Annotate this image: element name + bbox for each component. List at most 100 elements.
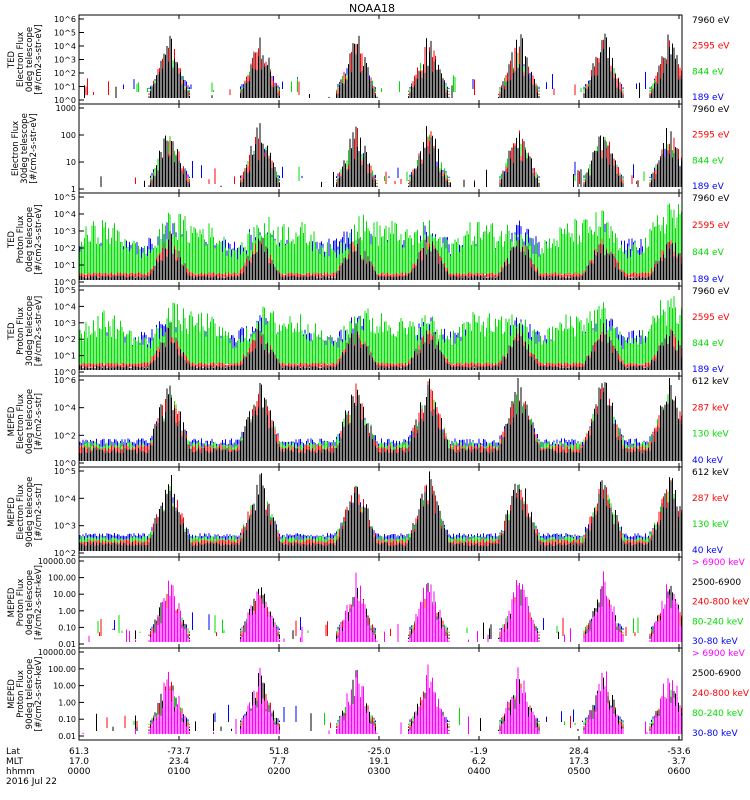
x-hhmm-label: 0400 — [468, 767, 491, 777]
x-hhmm-label: 0200 — [268, 767, 291, 777]
x-mlt-label: 17.0 — [69, 757, 89, 767]
legend-entry: 287 keV — [692, 403, 729, 413]
panel-3-traces — [79, 203, 682, 280]
y-tick-label: 10^2 — [54, 431, 76, 440]
x-hhmm-label: 0100 — [168, 767, 191, 777]
y-tick-label: 10^6 — [54, 15, 76, 24]
y-axis-label: 0deg telescope — [25, 389, 35, 454]
x-mlt-label: 3.7 — [672, 757, 686, 767]
y-axis-label: TED — [7, 50, 17, 69]
y-tick-label: 1 — [71, 185, 76, 194]
y-tick-label: 0.01 — [58, 732, 76, 741]
y-axis-label: Electron Flux — [16, 32, 26, 87]
series-4-1 — [79, 322, 682, 370]
y-tick-label: 10^1 — [54, 83, 76, 92]
legend-entry: 2595 eV — [692, 42, 730, 52]
legend-entry: 2500-6900 — [692, 669, 741, 679]
legend-entry: 612 keV — [692, 377, 729, 387]
legend-entry: 130 keV — [692, 520, 729, 530]
y-tick-label: 0.10 — [58, 715, 76, 724]
y-tick-label: 10^3 — [54, 56, 76, 65]
x-hhmm-label: 0600 — [668, 767, 691, 777]
y-tick-label: 10 — [66, 158, 76, 167]
y-tick-label: 10^4 — [54, 494, 76, 503]
y-axis-label: Electron Flux — [16, 394, 26, 449]
panel-1: 10^6 10^5 10^4 10^3 10^2 10^1 10^0 TED Electron … — [7, 14, 730, 105]
legend-entry: 844 eV — [692, 339, 725, 349]
y-axis-label: [#/cm2-s-str-keV] — [34, 657, 44, 732]
x-row-label: MLT — [6, 757, 24, 767]
panel-8: 10000.00 100.00 10.00 1.00 0.10 0.01 MEPED Prot… — [7, 647, 750, 741]
y-tick-label: 10^3 — [54, 522, 76, 531]
y-axis-label: Proton Flux — [16, 670, 26, 718]
x-row-label: hhmm — [6, 767, 35, 777]
x-lat-label: -1.9 — [470, 747, 488, 757]
panel-5: 10^6 10^4 10^2 10^0 MEPED Electron Flux 0deg t… — [7, 375, 729, 468]
y-axis-label: MEPED — [7, 497, 17, 527]
legend-entry: 7960 eV — [692, 16, 730, 26]
panel-3: 10^5 10^4 10^3 10^2 10^1 10^0 TED Proton Flux 0d… — [7, 192, 730, 287]
legend-entry: 189 eV — [692, 93, 725, 103]
y-tick-label: 10^4 — [54, 210, 76, 219]
series-8-3 — [106, 681, 682, 728]
y-tick-label: 10^5 — [54, 29, 76, 38]
x-mlt-label: 7.7 — [272, 757, 286, 767]
date-label: 2016 Jul 22 — [6, 777, 57, 787]
legend-entry: 7960 eV — [692, 105, 730, 115]
legend-entry: 2595 eV — [692, 131, 730, 141]
legend-entry: 844 eV — [692, 248, 725, 258]
y-tick-label: 0.10 — [58, 623, 76, 632]
y-tick-label: 10^3 — [54, 227, 76, 236]
y-tick-label: 10^2 — [54, 244, 76, 253]
y-axis-label: TED — [7, 230, 17, 249]
series-6-1 — [79, 471, 682, 551]
y-tick-label: 10^0 — [54, 96, 76, 105]
panel-6: 10^5 10^4 10^3 10^2 MEPED Electron Flux 90deg … — [7, 466, 729, 558]
legend-entry: 287 keV — [692, 494, 729, 504]
y-tick-label: 100.00 — [48, 574, 76, 583]
y-axis-label: 0deg telescope — [25, 207, 35, 272]
y-tick-label: 10^2 — [54, 335, 76, 344]
x-hhmm-label: 0500 — [568, 767, 591, 777]
x-lat-label: -25.0 — [367, 747, 391, 757]
series-3-1 — [79, 231, 682, 280]
y-tick-label: 10.00 — [53, 590, 76, 599]
legend-entry: 240-800 keV — [692, 689, 750, 699]
panel-4: 10^5 10^4 10^3 10^2 10^1 10^0 TED Proton Flux 30… — [7, 285, 730, 377]
y-axis-label: 90deg telescope — [25, 477, 35, 548]
y-tick-label: 10^5 — [54, 193, 76, 202]
y-axis-label: [#/cm2-s-str-eV] — [34, 296, 44, 366]
series-1-2 — [85, 39, 682, 95]
legend-entry: 844 eV — [692, 156, 725, 166]
y-tick-label: 10000.00 — [38, 648, 76, 657]
y-tick-label: 100 — [61, 131, 76, 140]
series-8-2 — [96, 670, 682, 731]
panel-2: 1000 100 10 1 Electron Flux 30deg telescope [#… — [11, 103, 730, 194]
y-tick-label: 10^2 — [54, 69, 76, 78]
panel-4-traces — [79, 296, 682, 370]
y-tick-label: 10.00 — [53, 682, 76, 691]
series-2-2 — [135, 128, 682, 184]
x-mlt-label: 19.1 — [369, 757, 389, 767]
legend-entry: 612 keV — [692, 468, 729, 478]
y-axis-label: TED — [7, 322, 17, 341]
x-lat-label: -53.6 — [667, 747, 691, 757]
series-2-1 — [100, 123, 682, 187]
legend-entry: 189 eV — [692, 182, 725, 192]
y-axis-label: Electron Flux — [16, 484, 26, 539]
legend-entry: 2595 eV — [692, 313, 730, 323]
series-7-1 — [88, 571, 682, 642]
legend-entry: 130 keV — [692, 430, 729, 440]
x-row-label: Lat — [6, 747, 21, 757]
legend-entry: 40 keV — [692, 546, 724, 556]
x-hhmm-label: 0300 — [368, 767, 391, 777]
series-5-1 — [79, 378, 682, 461]
y-axis-label: MEPED — [7, 679, 17, 709]
panel-2-traces — [100, 123, 682, 187]
plot-title: NOAA18 — [349, 2, 395, 15]
y-tick-label: 10^5 — [54, 286, 76, 295]
series-1-1 — [84, 33, 682, 98]
y-tick-label: 10^0 — [54, 278, 76, 287]
